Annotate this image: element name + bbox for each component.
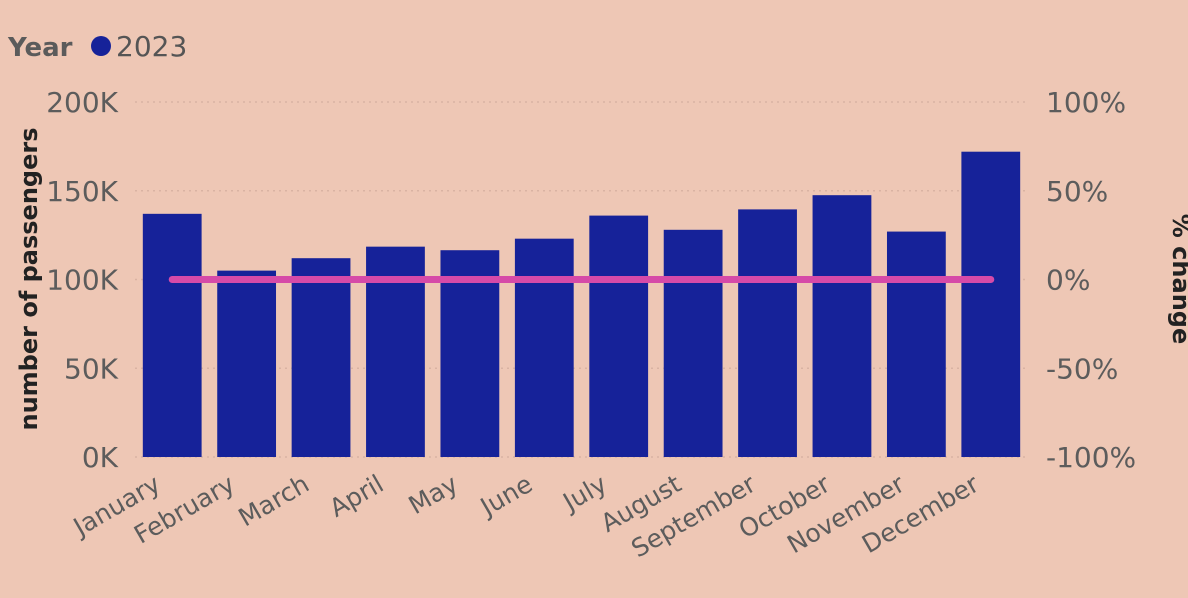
y-tick-label: 50K <box>64 352 119 385</box>
y-tick-label: 0K <box>82 441 119 474</box>
bar-may <box>440 250 500 457</box>
y-tick-label: 150K <box>46 175 118 208</box>
line-series <box>168 276 995 283</box>
bar-series <box>142 151 1021 457</box>
bar-november <box>886 231 946 457</box>
line-point <box>392 276 399 283</box>
bar-december <box>961 151 1021 457</box>
y2-tick-label: -100% <box>1046 441 1136 474</box>
line-point <box>318 276 325 283</box>
bar-june <box>514 238 574 457</box>
legend-marker-2023 <box>91 36 111 56</box>
y-tick-label: 100K <box>46 264 118 297</box>
y2-tick-label: 0% <box>1046 264 1090 297</box>
bar-august <box>663 229 723 457</box>
line-point <box>987 276 994 283</box>
x-tick-label: May <box>404 469 463 520</box>
legend: Year 2023 <box>7 30 187 63</box>
x-tick-label: April <box>324 469 388 523</box>
y2-axis-title: % change <box>1167 214 1188 344</box>
x-tick-label: June <box>474 469 537 522</box>
line-point <box>466 276 473 283</box>
bar-january <box>142 213 202 457</box>
line-point <box>764 276 771 283</box>
y-axis-title: number of passengers <box>15 128 43 431</box>
line-point <box>838 276 845 283</box>
y-tick-label: 200K <box>46 86 118 119</box>
y2-tick-label: 100% <box>1046 86 1126 119</box>
line-point <box>541 276 548 283</box>
right-axis-ticks: -100% -50% 0% 50% 100% <box>1046 86 1136 474</box>
bar-february <box>217 270 277 457</box>
legend-title: Year <box>7 33 73 63</box>
y2-tick-label: -50% <box>1046 352 1118 385</box>
line-point <box>913 276 920 283</box>
bar-july <box>589 215 649 457</box>
bar-october <box>812 195 872 457</box>
x-tick-label: March <box>234 469 315 532</box>
left-axis-ticks: 0K 50K 100K 150K 200K <box>46 86 118 474</box>
bar-march <box>291 258 351 457</box>
legend-item-2023: 2023 <box>116 30 187 63</box>
line-point <box>243 276 250 283</box>
y2-tick-label: 50% <box>1046 175 1108 208</box>
bar-september <box>738 209 797 457</box>
line-point <box>615 276 622 283</box>
line-point <box>169 276 176 283</box>
line-point <box>690 276 697 283</box>
